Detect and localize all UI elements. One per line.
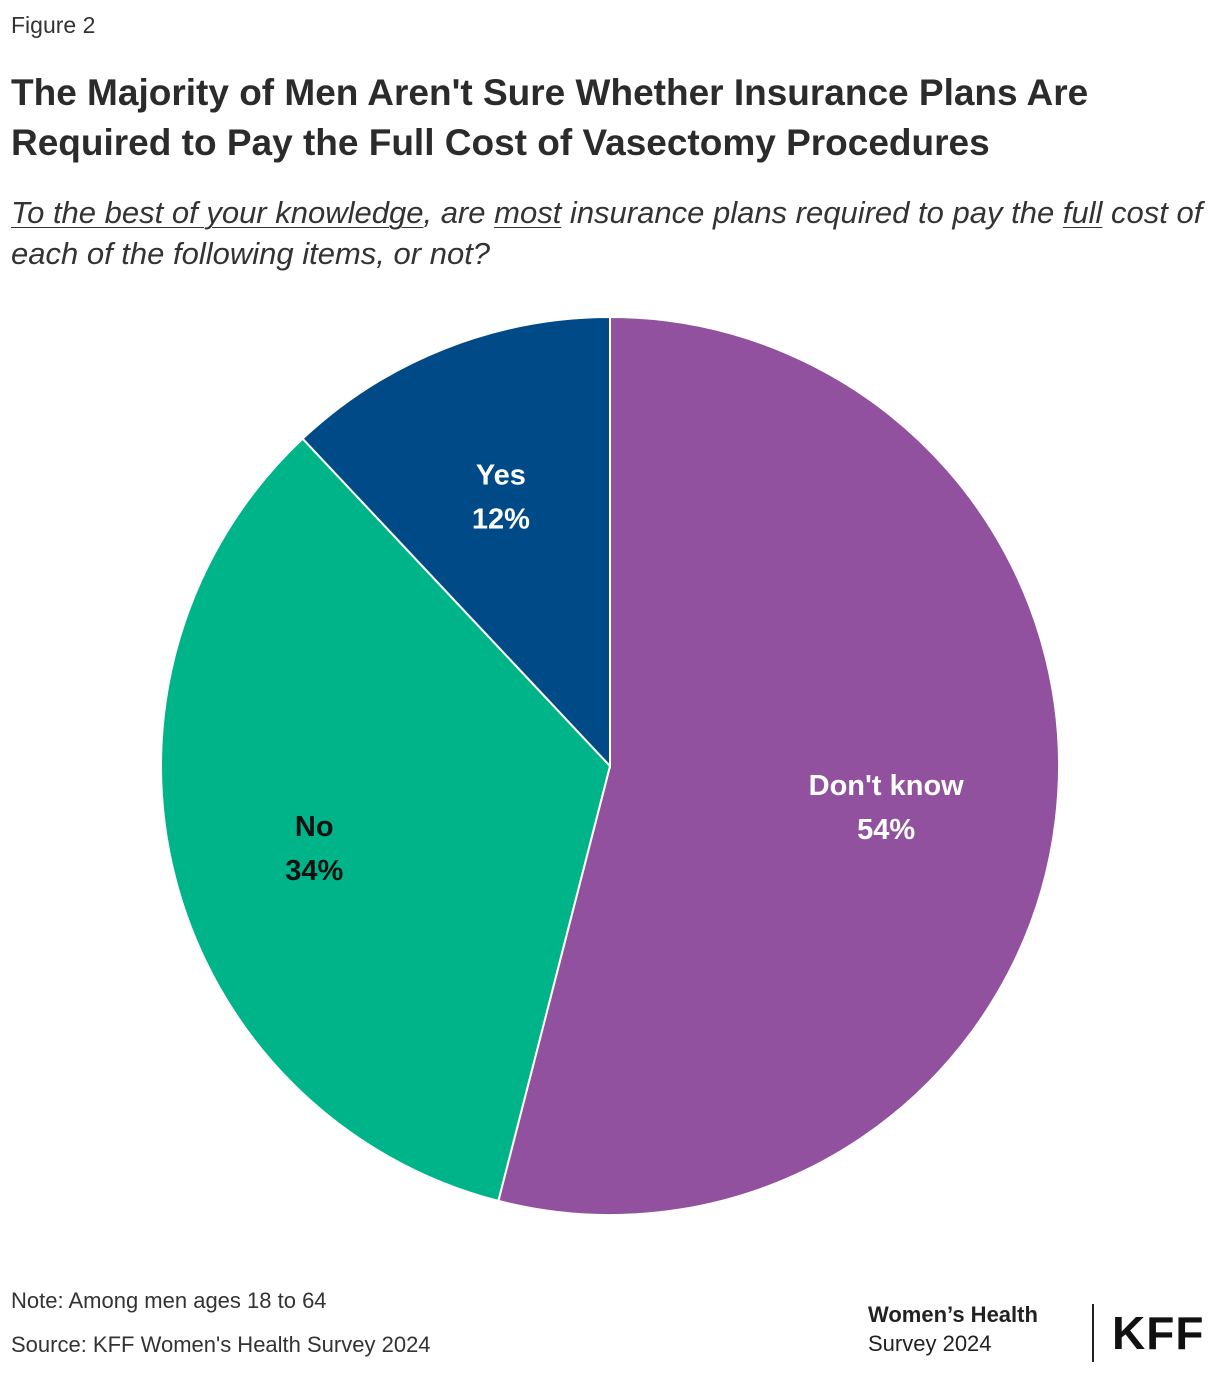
slice-label: Don't know <box>809 770 965 802</box>
pie-slice-don-t-know <box>497 315 1060 1216</box>
subtitle-underlined-phrase: To the best of your knowledge <box>11 195 424 230</box>
subtitle-underlined-most: most <box>494 195 562 230</box>
subtitle-underlined-full: full <box>1062 195 1103 230</box>
pie-slice-yes <box>301 315 611 769</box>
pie-slice-no <box>160 437 612 1203</box>
slice-value-label: 54% <box>857 814 915 846</box>
subtitle-text: insurance plans required to pay the <box>561 195 1063 230</box>
slice-label: Yes <box>476 459 526 491</box>
survey-brand-line2: Survey 2024 <box>868 1331 992 1356</box>
chart-subtitle: To the best of your knowledge, are most … <box>11 192 1206 274</box>
slice-label: No <box>295 811 334 843</box>
slice-value-label: 12% <box>472 503 530 535</box>
subtitle-text: cost of each of the following items, or … <box>11 195 1203 271</box>
slice-value-label: 34% <box>285 855 343 887</box>
chart-title: The Majority of Men Aren't Sure Whether … <box>11 72 1089 163</box>
footer-source: Source: KFF Women's Health Survey 2024 <box>11 1332 431 1357</box>
survey-brand: Women’s Health Survey 2024 <box>868 1300 1038 1358</box>
subtitle-text: , are <box>423 195 495 230</box>
footer-note: Note: Among men ages 18 to 64 <box>11 1288 327 1313</box>
brand-divider <box>1092 1304 1094 1362</box>
figure-label: Figure 2 <box>11 12 96 38</box>
kff-logo: KFF <box>1112 1307 1205 1359</box>
survey-brand-line1: Women’s Health <box>868 1302 1038 1327</box>
